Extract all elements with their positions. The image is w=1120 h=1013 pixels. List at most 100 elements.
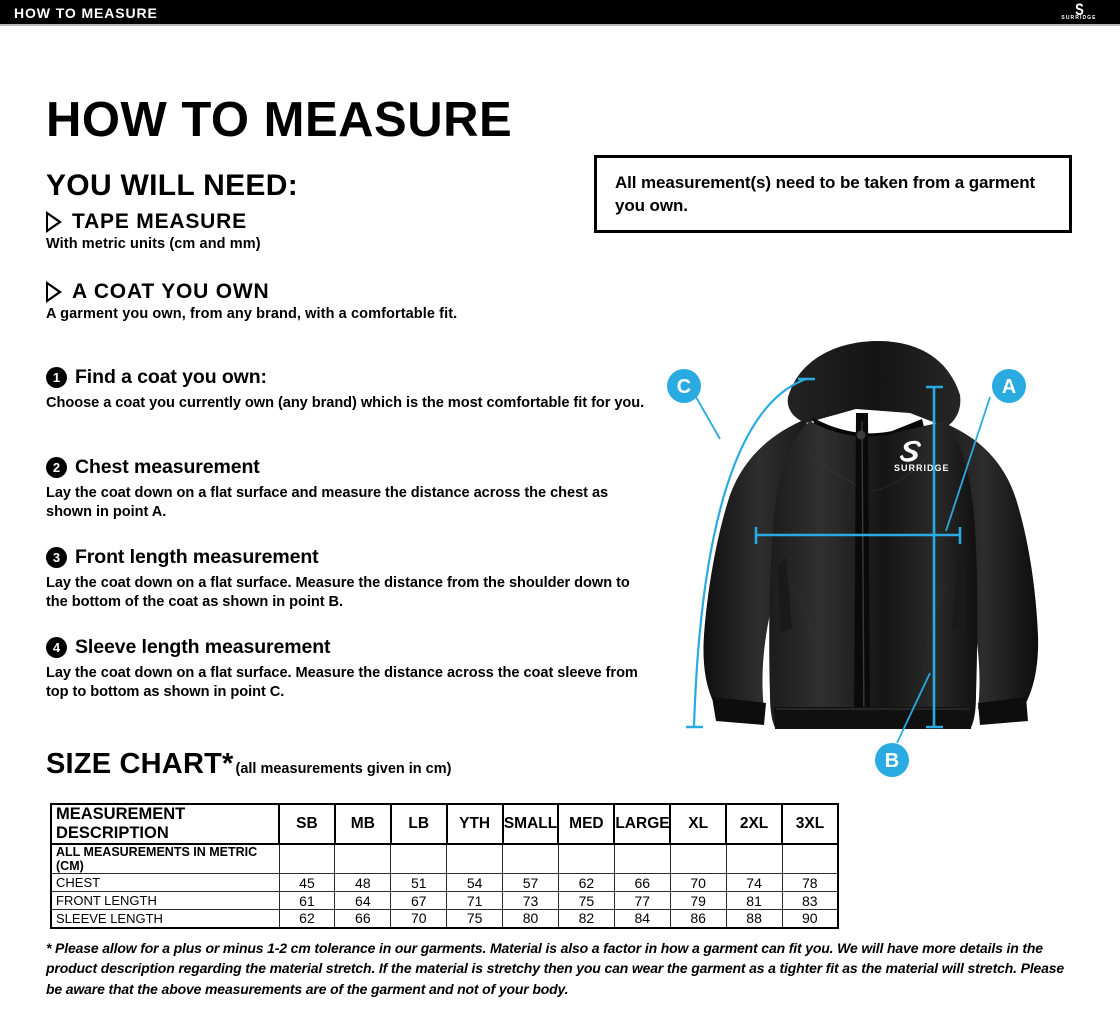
cell-value: 70 xyxy=(390,909,448,928)
measurement-markers: C A B xyxy=(667,369,1026,777)
svg-text:B: B xyxy=(885,750,899,772)
top-bar-title: HOW TO MEASURE xyxy=(14,5,158,21)
jacket-graphic: SURRIDGE xyxy=(703,341,1039,729)
cell-value: 75 xyxy=(557,891,615,910)
cell-value: 66 xyxy=(613,873,671,892)
measure-line-b xyxy=(926,385,943,729)
row-label: CHEST xyxy=(50,873,280,892)
cell-value: 48 xyxy=(334,873,392,892)
cell-empty xyxy=(278,843,336,874)
column-header: LARGE xyxy=(613,803,672,845)
measure-line-c xyxy=(686,377,815,729)
cell-value: 51 xyxy=(390,873,448,892)
cell-value: 78 xyxy=(781,873,839,892)
leader-line-c xyxy=(695,396,721,440)
jacket-zip-placket xyxy=(854,413,870,729)
cell-value: 86 xyxy=(669,909,727,928)
jacket-fold xyxy=(923,584,947,678)
column-header: 3XL xyxy=(781,803,839,845)
cell-empty xyxy=(669,843,727,874)
table-row: SLEEVE LENGTH 62 66 70 75 80 82 84 86 88… xyxy=(50,909,839,928)
step-2: 2 Chest measurement Lay the coat down on… xyxy=(46,456,646,523)
logo-monogram-icon: S xyxy=(1075,0,1084,19)
row-label: SLEEVE LENGTH xyxy=(50,909,280,928)
table-row-metric-note: ALL MEASUREMENTS IN METRIC (CM) xyxy=(50,843,839,874)
cell-value: 57 xyxy=(502,873,559,892)
size-chart-heading: SIZE CHART* (all measurements given in c… xyxy=(46,748,451,781)
cell-value: 64 xyxy=(334,891,392,910)
column-header: LB xyxy=(389,803,448,845)
step-number-badge: 1 xyxy=(46,367,67,388)
step-number-badge: 4 xyxy=(46,637,67,658)
step-body: Lay the coat down on a flat surface and … xyxy=(46,485,609,521)
cell-empty xyxy=(446,843,504,874)
cell-value: 80 xyxy=(502,909,559,928)
top-bar: HOW TO MEASURE S SURRIDGE xyxy=(0,0,1120,26)
need-description: With metric units (cm and mm) xyxy=(46,236,261,252)
marker-c: C xyxy=(667,369,701,403)
cell-empty xyxy=(557,843,615,874)
logo-wordmark: SURRIDGE xyxy=(1061,15,1097,21)
jacket-fold xyxy=(809,454,857,486)
triangle-bullet-icon xyxy=(46,281,62,303)
jacket-hem xyxy=(774,707,972,729)
need-item-coat: A COAT YOU OWN A garment you own, from a… xyxy=(46,280,457,322)
cell-value: 88 xyxy=(725,909,783,928)
cell-empty xyxy=(725,843,783,874)
jacket-right-pocket xyxy=(952,557,966,633)
cell-value: 45 xyxy=(278,873,336,892)
marker-b: B xyxy=(875,743,909,777)
column-header: MEASUREMENT DESCRIPTION xyxy=(50,803,280,845)
brand-logo: S SURRIDGE xyxy=(1046,1,1112,25)
jacket-fold xyxy=(791,584,819,676)
jacket-left-pocket xyxy=(778,557,792,633)
leader-line-b xyxy=(896,672,931,744)
column-header: SB xyxy=(278,803,336,845)
jacket-zip-pull-icon xyxy=(856,430,866,440)
jacket-body xyxy=(769,421,978,729)
cell-value: 79 xyxy=(669,891,727,910)
triangle-bullet-icon xyxy=(46,211,62,233)
metric-note-label: ALL MEASUREMENTS IN METRIC (CM) xyxy=(50,843,280,874)
cell-empty xyxy=(781,843,839,874)
step-title: Front length measurement xyxy=(75,546,319,568)
callout-text: All measurement(s) need to be taken from… xyxy=(615,173,1036,215)
marker-leader-lines xyxy=(695,396,991,744)
svg-text:C: C xyxy=(677,376,691,398)
step-title: Find a coat you own: xyxy=(75,366,267,388)
leader-line-a xyxy=(945,396,991,532)
need-title: TAPE MEASURE xyxy=(72,210,247,233)
cell-value: 61 xyxy=(278,891,336,910)
cell-empty xyxy=(390,843,448,874)
size-chart-note: (all measurements given in cm) xyxy=(235,761,452,777)
column-header: SMALL xyxy=(501,803,560,845)
cell-value: 54 xyxy=(446,873,504,892)
cell-value: 66 xyxy=(334,909,392,928)
cell-value: 67 xyxy=(390,891,448,910)
step-number-badge: 3 xyxy=(46,547,67,568)
need-item-tape-measure: TAPE MEASURE With metric units (cm and m… xyxy=(46,210,261,252)
cell-empty xyxy=(334,843,392,874)
column-header: MB xyxy=(333,803,392,845)
column-header: 2XL xyxy=(725,803,784,845)
cell-empty xyxy=(613,843,671,874)
measure-line-a xyxy=(754,527,962,544)
table-header-row: MEASUREMENT DESCRIPTION SB MB LB YTH SMA… xyxy=(50,803,839,845)
cell-empty xyxy=(502,843,559,874)
cell-value: 90 xyxy=(781,909,839,928)
chest-logo-icon: SURRIDGE xyxy=(894,440,950,473)
step-4: 4 Sleeve length measurement Lay the coat… xyxy=(46,636,646,703)
cell-value: 73 xyxy=(502,891,559,910)
marker-a: A xyxy=(992,369,1026,403)
jacket-zip-line xyxy=(861,420,865,728)
callout-box: All measurement(s) need to be taken from… xyxy=(594,155,1072,233)
step-body: Lay the coat down on a flat surface. Mea… xyxy=(46,665,638,701)
step-title: Sleeve length measurement xyxy=(75,636,331,658)
column-header: XL xyxy=(669,803,728,845)
page-title: HOW TO MEASURE xyxy=(46,92,513,147)
svg-text:SURRIDGE: SURRIDGE xyxy=(894,463,950,473)
svg-text:A: A xyxy=(1002,376,1016,398)
step-1: 1 Find a coat you own: Choose a coat you… xyxy=(46,366,646,413)
table-row: FRONT LENGTH 61 64 67 71 73 75 77 79 81 … xyxy=(50,891,839,910)
measurement-lines xyxy=(686,377,962,729)
